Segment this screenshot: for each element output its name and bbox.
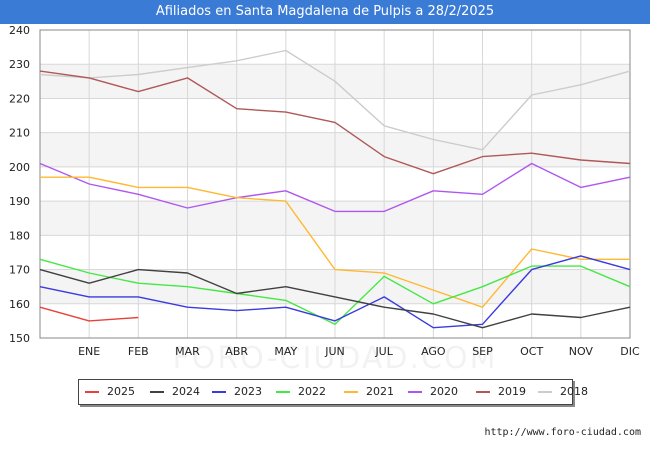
legend-label: 2018 xyxy=(560,385,588,398)
y-tick-label: 230 xyxy=(9,58,30,71)
x-tick-label: MAR xyxy=(175,345,200,358)
legend-label: 2023 xyxy=(234,385,262,398)
series-line-2018 xyxy=(39,49,631,151)
legend-swatch xyxy=(150,391,164,393)
series-line-2025 xyxy=(39,306,139,322)
series-line-2022 xyxy=(39,258,631,325)
series-line-2023 xyxy=(39,255,631,329)
legend-swatch xyxy=(344,391,358,393)
legend-label: 2019 xyxy=(498,385,526,398)
legend-label: 2021 xyxy=(366,385,394,398)
x-tick-label: FEB xyxy=(128,345,149,358)
legend-swatch xyxy=(476,391,490,393)
series-line-2020 xyxy=(39,162,631,213)
y-tick-label: 200 xyxy=(9,161,30,174)
x-tick-label: AGO xyxy=(421,345,446,358)
x-tick-label: DIC xyxy=(620,345,640,358)
legend-swatch xyxy=(538,391,552,393)
y-tick-label: 170 xyxy=(9,264,30,277)
legend-label: 2025 xyxy=(107,385,135,398)
title-bar: Afiliados en Santa Magdalena de Pulpis a… xyxy=(0,0,650,24)
y-tick-label: 210 xyxy=(9,127,30,140)
y-tick-label: 240 xyxy=(9,24,30,37)
y-tick-label: 180 xyxy=(9,229,30,242)
chart-title: Afiliados en Santa Magdalena de Pulpis a… xyxy=(155,4,495,19)
x-tick-label: JUL xyxy=(374,345,393,358)
legend-label: 2024 xyxy=(172,385,200,398)
legend-label: 2022 xyxy=(298,385,326,398)
x-tick-label: SEP xyxy=(472,345,493,358)
legend-swatch xyxy=(408,391,422,393)
y-tick-label: 220 xyxy=(9,92,30,105)
source-url: http://www.foro-ciudad.com xyxy=(484,427,641,438)
x-tick-label: ABR xyxy=(225,345,248,358)
series-line-2021 xyxy=(40,176,630,308)
x-tick-label: ENE xyxy=(78,345,100,358)
x-tick-label: NOV xyxy=(569,345,594,358)
x-tick-label: OCT xyxy=(520,345,543,358)
watermark: FORO-CIUDAD.COM xyxy=(173,341,498,376)
series-line-2024 xyxy=(39,268,631,329)
legend-swatch xyxy=(212,391,226,393)
legend: 2025 2024 2023 2022 2021 2020 2019 2018 xyxy=(78,379,588,405)
y-tick-label: 160 xyxy=(9,298,30,311)
legend-swatch xyxy=(85,391,99,393)
y-tick-label: 190 xyxy=(9,195,30,208)
y-tick-label: 150 xyxy=(9,332,30,345)
x-tick-label: JUN xyxy=(324,345,345,358)
plot-border xyxy=(39,29,631,339)
legend-swatch xyxy=(276,391,290,393)
x-tick-label: MAY xyxy=(274,345,297,358)
legend-label: 2020 xyxy=(430,385,458,398)
series-line-2019 xyxy=(39,70,631,175)
